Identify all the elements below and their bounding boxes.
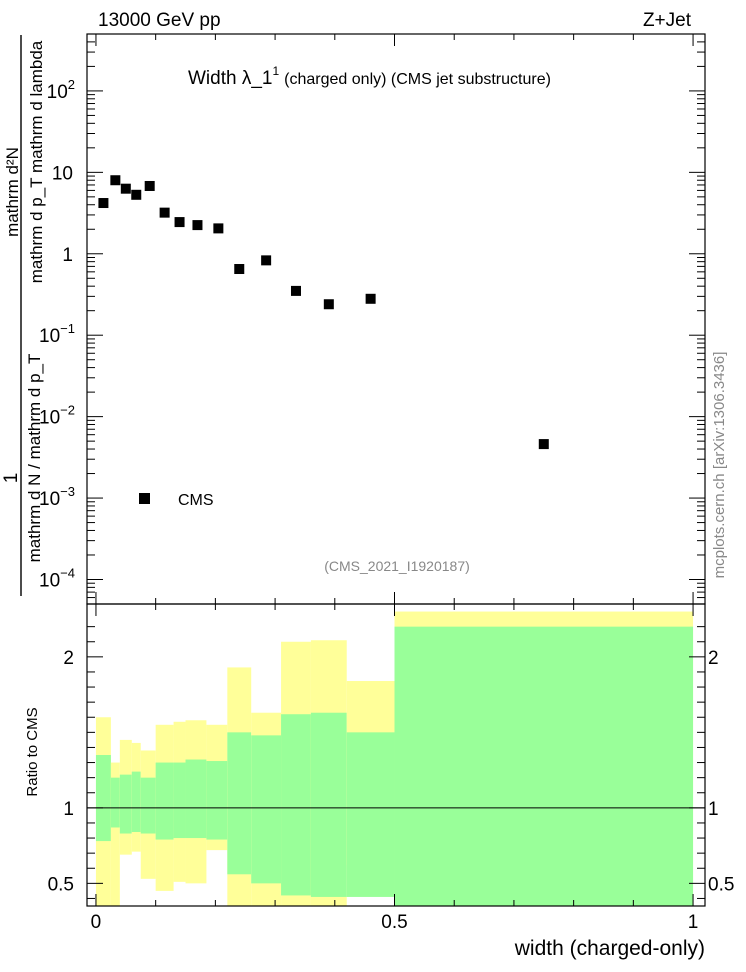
data-point [120, 183, 131, 194]
ratio-band-inner [155, 762, 174, 840]
legend-label: CMS [178, 492, 214, 509]
data-point [213, 223, 224, 234]
ratio-y-tick-label-left: 1 [63, 799, 74, 820]
main-frame [86, 33, 706, 605]
ratio-panel [87, 611, 705, 906]
ratio-y-axis: 0.5 0.5 1 1 2 2 [48, 626, 734, 899]
x-tick-label: 1 [688, 912, 699, 933]
ratio-band-inner [140, 777, 156, 834]
ratio-band-inner [173, 762, 186, 839]
plot-title-main: Width λ_1 [188, 68, 272, 89]
y-tick-label: 10−4 [39, 565, 75, 591]
ratio-y-label: Ratio to CMS [24, 707, 41, 796]
data-point [290, 285, 301, 296]
y-tick-label: 10−3 [39, 484, 75, 510]
ratio-band-inner [346, 732, 395, 897]
main-ylabel-denominator: mathrm d N / mathrm d p_T [25, 354, 44, 563]
plot-title-sub: (charged only) (CMS jet substructure) [284, 71, 551, 88]
data-point [261, 255, 272, 266]
main-y-label: 1 mathrm d N / mathrm d p_T mathrm d²N m… [1, 35, 46, 596]
data-point [131, 189, 142, 200]
ratio-band-inner [110, 777, 120, 828]
ratio-frame [86, 603, 706, 907]
ratio-y-tick-label-right: 1 [708, 799, 719, 820]
main-frame-box [86, 33, 706, 605]
data-point [323, 299, 334, 310]
ratio-band-inner [281, 714, 311, 896]
main-ylabel-numerator: 1 [1, 473, 22, 484]
x-tick-label: 0 [91, 912, 102, 933]
ratio-band-inner [185, 759, 207, 839]
data-point [365, 293, 376, 304]
ratio-band-inner [119, 774, 132, 834]
data-point [192, 220, 203, 231]
header-left: 13000 GeV pp [98, 10, 221, 31]
ratio-y-tick-label-right: 0.5 [708, 874, 734, 895]
ratio-band-inner [394, 626, 694, 906]
data-point [144, 180, 155, 191]
y-tick-label: 102 [47, 77, 75, 103]
ratio-band-outer [110, 762, 120, 906]
main-y-axis: 10−4 10−3 10−2 10−1 1 10 102 [39, 33, 705, 605]
y-tick-label: 10−2 [39, 403, 75, 429]
plot-title-sup: 1 [272, 64, 279, 78]
ratio-band-inner [310, 712, 347, 897]
ratio-band-inner [131, 771, 141, 833]
ratio-band-inner [95, 755, 111, 842]
analysis-id: (CMS_2021_I1920187) [324, 558, 470, 574]
cms-data-points [98, 175, 549, 450]
plot-title: Width λ_11 (charged only) (CMS jet substr… [188, 64, 551, 89]
x-axis: 0 0.5 1 [91, 34, 699, 933]
data-point [159, 207, 170, 218]
ratio-y-tick-label-right: 2 [708, 648, 719, 669]
data-point [98, 198, 109, 209]
ratio-frame-box [86, 603, 706, 907]
ratio-y-tick-label-left: 0.5 [48, 874, 74, 895]
y-tick-label: 10 [52, 163, 73, 184]
y-tick-label: 1 [62, 245, 73, 266]
ratio-band-inner [227, 732, 252, 875]
data-point [538, 439, 549, 450]
y-tick-label: 10−1 [39, 321, 75, 347]
header-right: Z+Jet [643, 10, 692, 31]
x-axis-label: width (charged-only) [514, 937, 705, 960]
main-ylabel-den2: mathrm d p_T mathrm d lambda [27, 40, 46, 283]
data-point [174, 217, 185, 228]
legend-marker [139, 493, 150, 504]
ratio-band-inner [206, 761, 228, 840]
data-point [110, 175, 121, 186]
data-point [234, 264, 245, 275]
x-tick-label: 0.5 [381, 912, 407, 933]
main-ylabel-num2: mathrm d²N [3, 147, 22, 237]
ratio-y-tick-label-left: 2 [63, 648, 74, 669]
watermark: mcplots.cern.ch [arXiv:1306.3436] [711, 352, 728, 579]
ratio-band-inner [251, 735, 282, 884]
